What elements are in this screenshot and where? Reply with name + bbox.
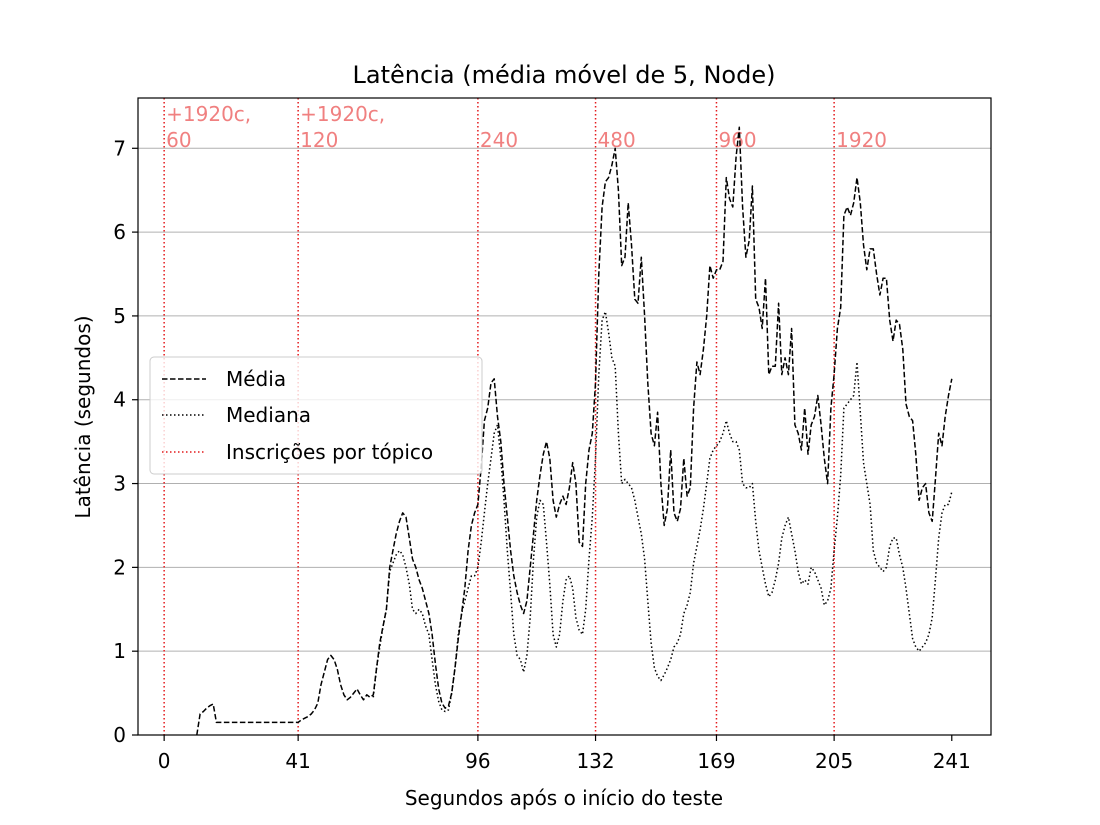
x-tick-label: 169 bbox=[697, 749, 735, 773]
legend-label-media: Média bbox=[226, 367, 286, 391]
subscription-marker-label: 480 bbox=[598, 128, 636, 152]
subscription-marker-label: 60 bbox=[166, 128, 191, 152]
plot-frame bbox=[137, 97, 992, 736]
x-tick-label: 241 bbox=[933, 749, 971, 773]
x-tick-label: 41 bbox=[285, 749, 310, 773]
y-axis-ticks: 0 1 2 3 4 5 6 7 bbox=[113, 136, 138, 747]
subscription-marker-label: 960 bbox=[718, 128, 756, 152]
subscription-marker-label: +1920c, bbox=[166, 102, 251, 126]
subscription-marker-label: 1920 bbox=[836, 128, 887, 152]
series-media-line bbox=[196, 126, 953, 736]
subscription-marker-label: 240 bbox=[480, 128, 518, 152]
legend: Média Mediana Inscrições por tópico bbox=[149, 356, 483, 475]
x-tick-label: 132 bbox=[576, 749, 614, 773]
legend-box bbox=[149, 356, 483, 475]
x-tick-label: 96 bbox=[465, 749, 490, 773]
y-tick-label: 0 bbox=[113, 723, 126, 747]
x-tick-label: 205 bbox=[815, 749, 853, 773]
y-tick-label: 5 bbox=[113, 304, 126, 328]
subscription-markers: +1920c,60+1920c,120 240 480 960 1920 bbox=[163, 98, 887, 735]
legend-label-mediana: Mediana bbox=[226, 403, 311, 427]
x-axis-label: Segundos após o início do teste bbox=[405, 786, 723, 810]
y-tick-label: 4 bbox=[113, 388, 126, 412]
legend-label-inscricoes: Inscrições por tópico bbox=[226, 440, 433, 464]
y-axis-label: Latência (segundos) bbox=[71, 315, 95, 518]
x-axis-ticks: 0 41 96 132 169 205 241 bbox=[158, 735, 971, 773]
x-tick-label: 0 bbox=[158, 749, 171, 773]
subscription-marker-label: 120 bbox=[300, 128, 338, 152]
y-tick-label: 2 bbox=[113, 555, 126, 579]
chart-title: Latência (média móvel de 5, Node) bbox=[353, 61, 776, 89]
y-tick-label: 1 bbox=[113, 639, 126, 663]
subscription-marker-label: +1920c, bbox=[300, 102, 385, 126]
series-lines bbox=[196, 126, 953, 736]
y-tick-label: 7 bbox=[113, 136, 126, 160]
y-tick-label: 6 bbox=[113, 220, 126, 244]
y-tick-label: 3 bbox=[113, 472, 126, 496]
